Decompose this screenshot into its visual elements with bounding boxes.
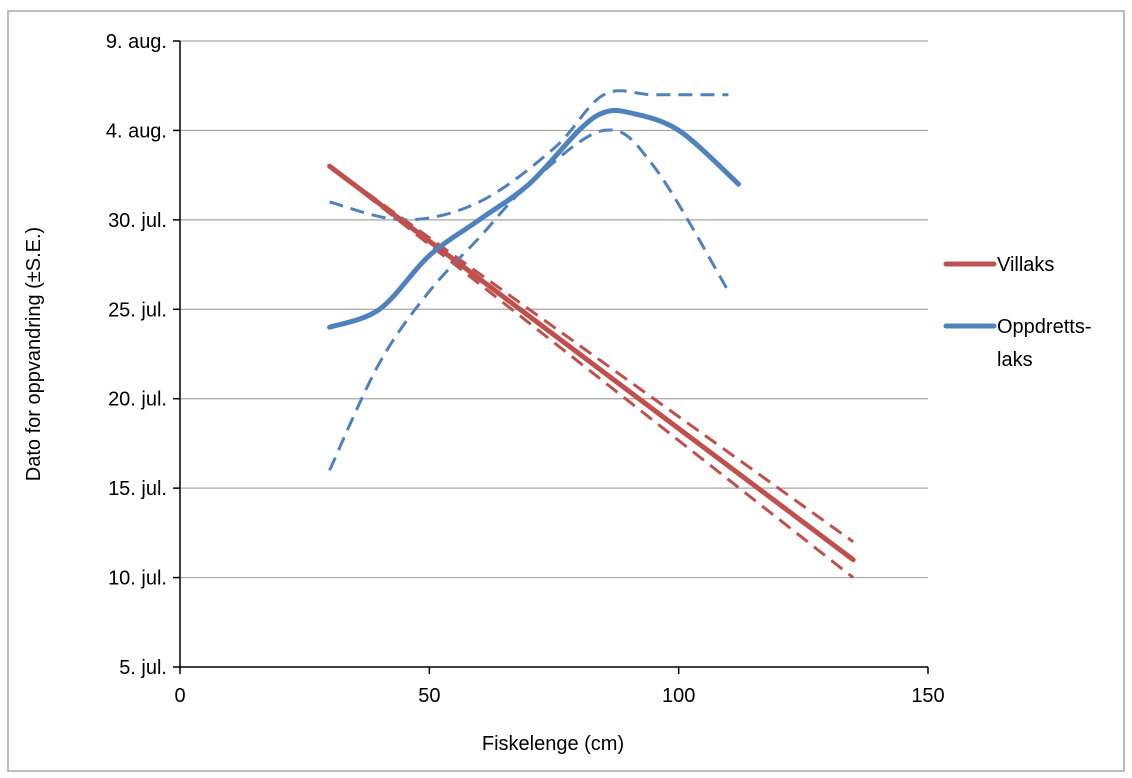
x-tick-label: 100	[662, 685, 695, 707]
tick-labels: 5. jul. 10. jul. 15. jul. 20. jul. 25. jul. 3…	[106, 31, 945, 707]
y-tick-label: 15. jul.	[108, 478, 167, 500]
y-tick-label: 4. aug.	[106, 120, 167, 142]
gridlines	[180, 40, 928, 579]
x-axis-title: Fiskelenge (cm)	[482, 733, 624, 755]
y-tick-label: 20. jul.	[108, 389, 167, 411]
y-tick-label: 5. jul.	[119, 657, 167, 679]
y-axis-title: Dato for oppvandring (±S.E.)	[23, 227, 45, 481]
y-tick-label: 30. jul.	[108, 210, 167, 232]
series-line-oppdretts-laks	[327, 107, 741, 330]
legend-label: laks	[997, 349, 1033, 371]
series-line-villaks	[327, 163, 856, 563]
series-line-oppdretts-laks-lower-s-e	[328, 128, 730, 471]
y-tick-label: 9. aug.	[106, 31, 167, 53]
legend-label: Villaks	[997, 254, 1054, 276]
legend-item-villaks: Villaks	[943, 254, 1054, 276]
x-tick-label: 50	[418, 685, 440, 707]
legend-item-oppdretts-laks: Oppdretts-laks	[943, 316, 1091, 371]
x-tick-label: 150	[911, 685, 944, 707]
legend-label: Oppdretts-	[997, 316, 1091, 338]
x-tick-label: 0	[174, 685, 185, 707]
y-tick-label: 25. jul.	[108, 299, 167, 321]
series-line-villaks-upper-s-e	[328, 164, 855, 544]
axes	[173, 40, 929, 674]
series-lines	[327, 89, 856, 579]
y-tick-label: 10. jul.	[108, 568, 167, 590]
legend: Villaks Oppdretts-laks	[943, 254, 1091, 371]
chart-border	[7, 10, 1125, 772]
